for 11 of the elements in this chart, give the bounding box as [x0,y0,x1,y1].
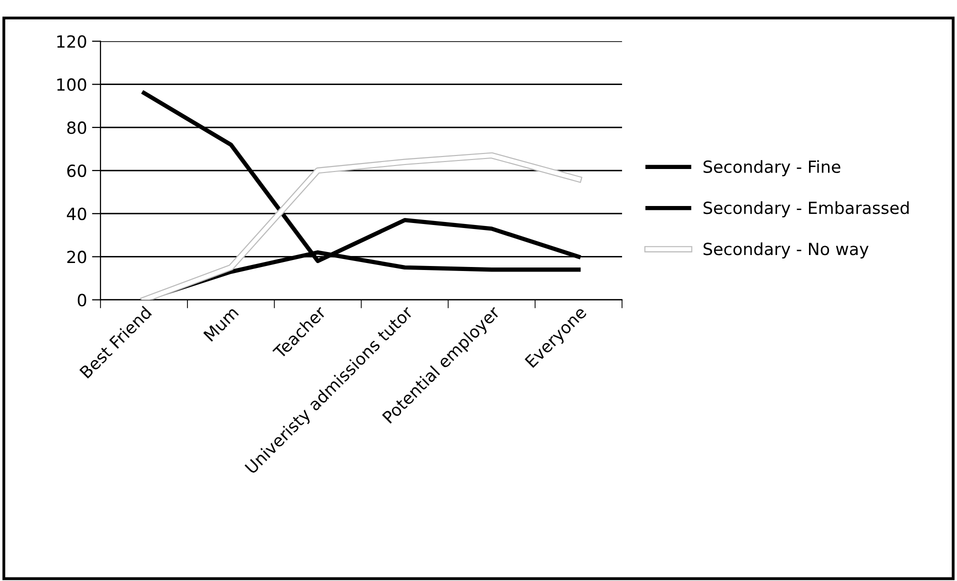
y-tick-label: 40 [66,208,86,220]
y-tick-label: 80 [67,121,86,134]
y-tick-label: 60 [67,164,86,178]
y-tick-label: 20 [67,250,86,264]
y-tick-label: 0 [78,294,86,306]
y-tick-label: 120 [57,35,86,48]
legend-label: Secondary - No way [704,242,869,258]
line-series [140,152,582,300]
y-tick-label: 100 [57,78,86,91]
legend-label: Secondary - Embarassed [704,201,909,218]
legend-label: Secondary - Fine [704,160,840,176]
